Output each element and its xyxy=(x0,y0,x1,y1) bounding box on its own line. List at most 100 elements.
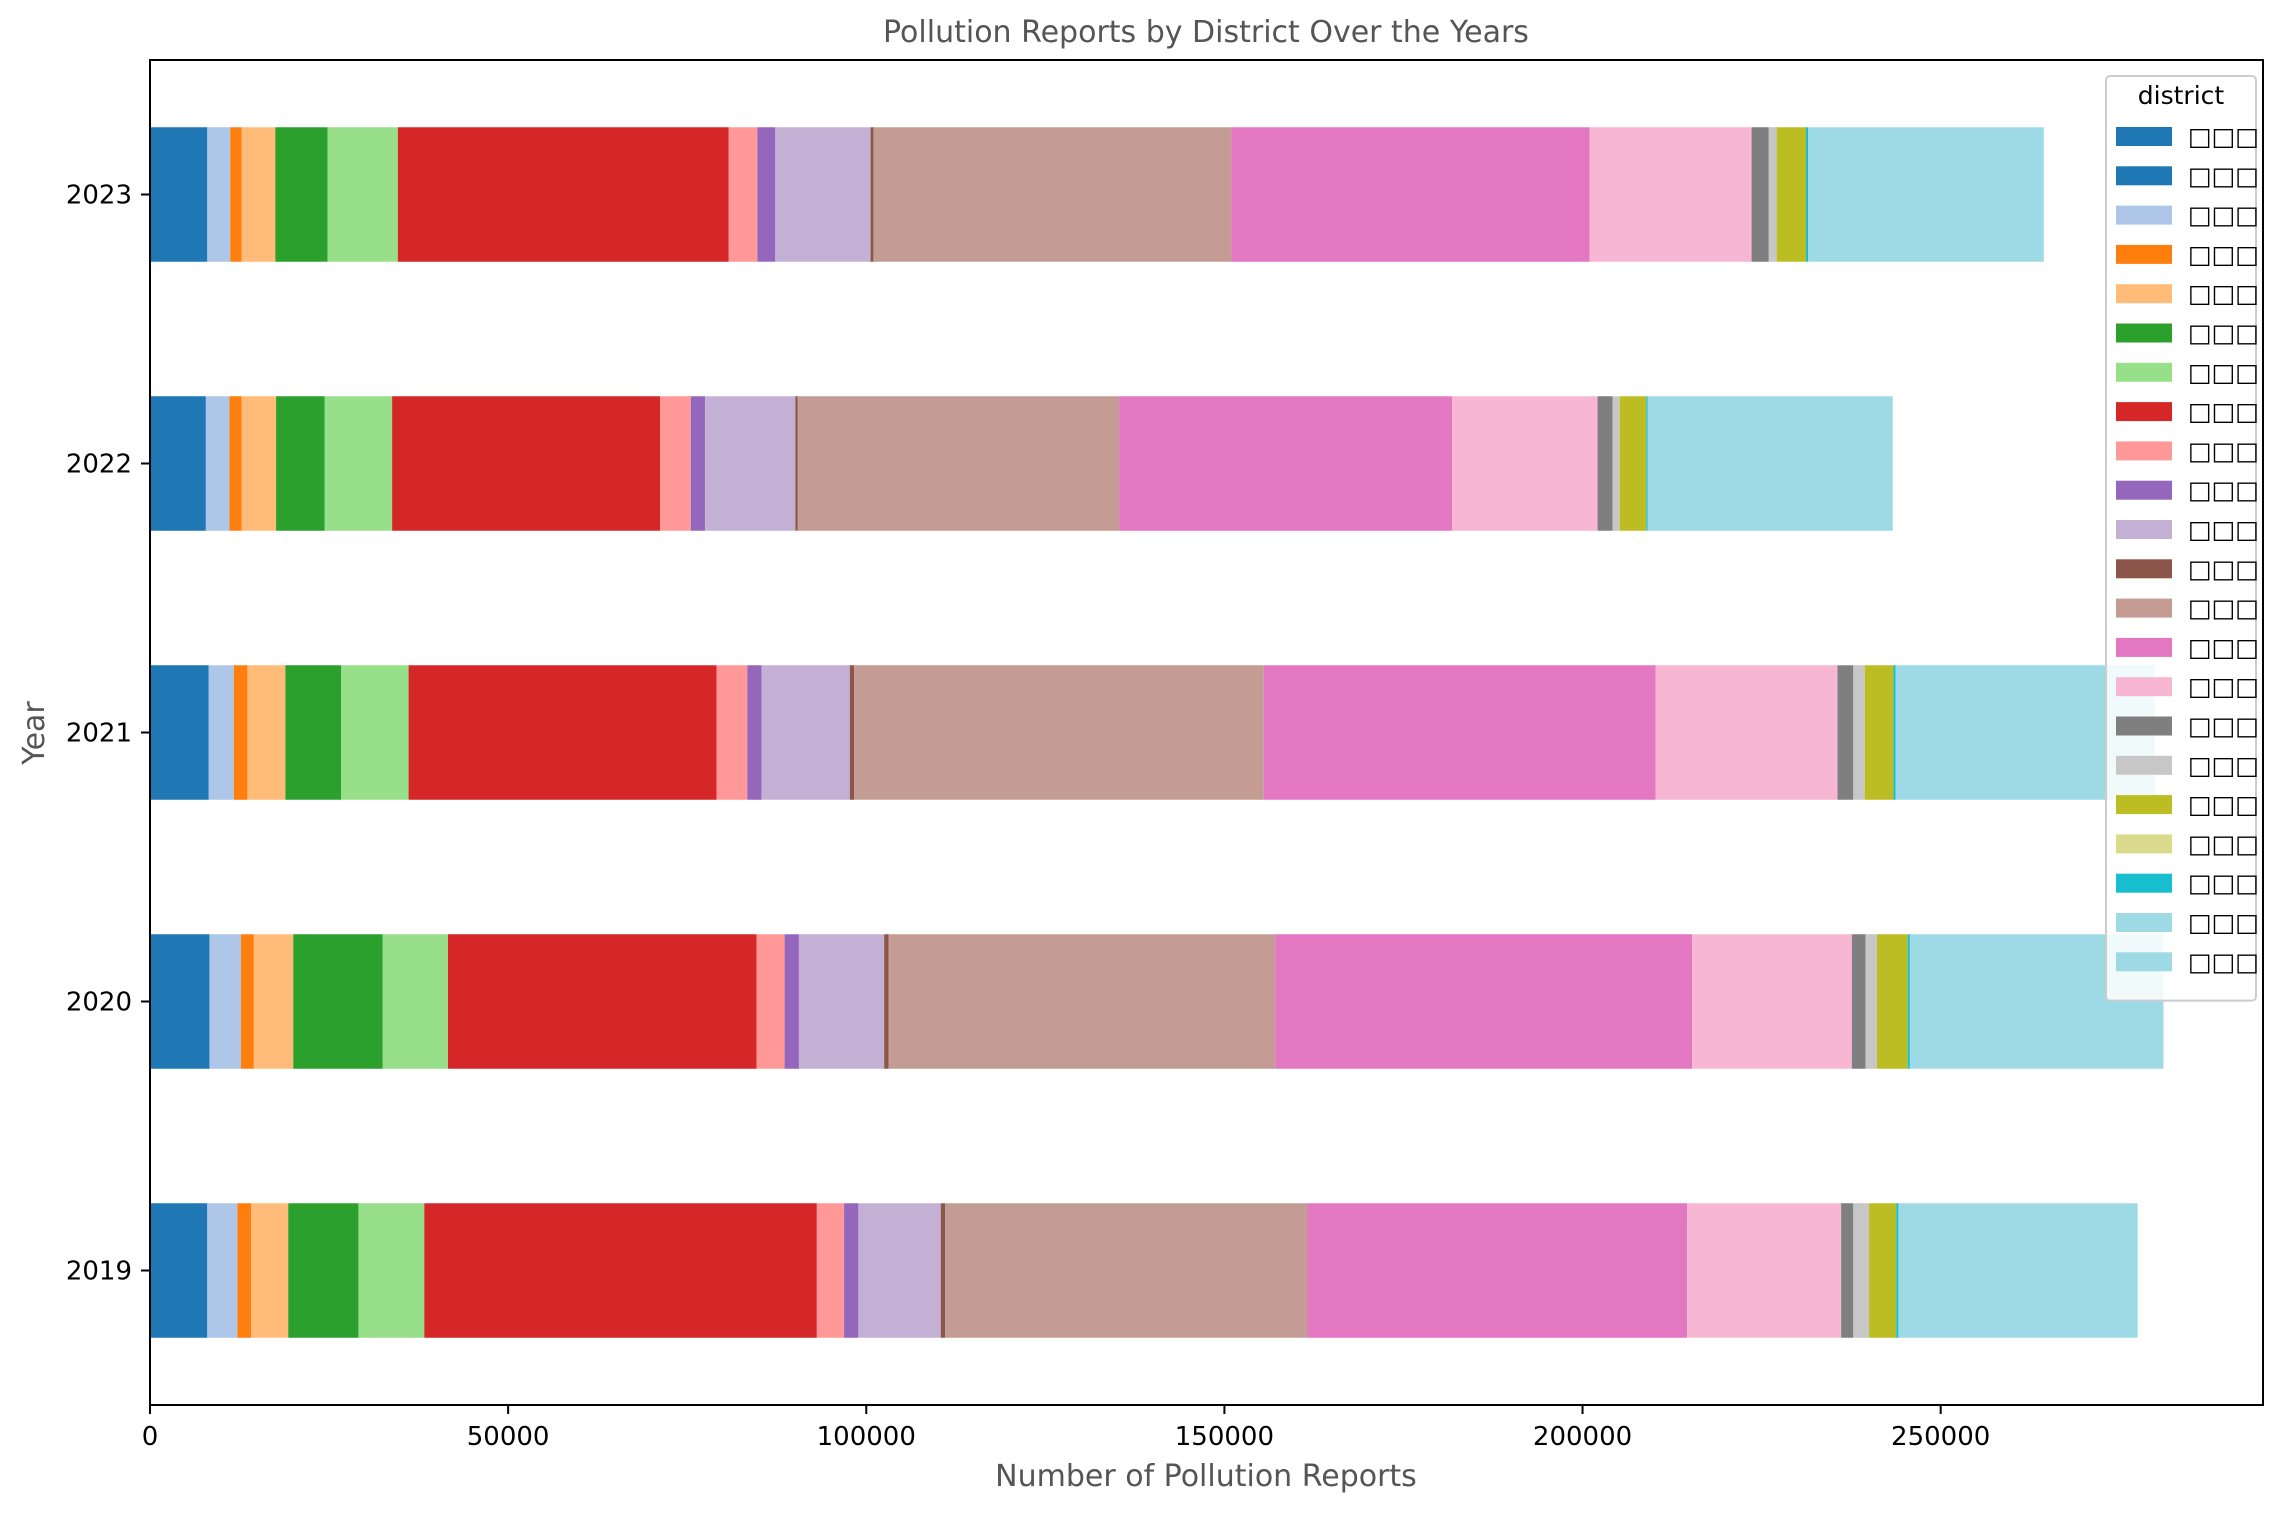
bar-segment xyxy=(150,396,206,531)
bar-segment xyxy=(775,127,871,262)
y-tick-label: 2022 xyxy=(66,450,132,480)
bar-segment xyxy=(757,127,776,262)
bar-segment xyxy=(241,396,277,531)
bar-segment xyxy=(288,1203,359,1338)
bar-segment xyxy=(1853,1203,1870,1338)
legend-swatch xyxy=(2116,598,2172,618)
bar-segment xyxy=(1589,127,1752,262)
bar-segment xyxy=(240,934,254,1069)
bar-segment xyxy=(1452,396,1598,531)
legend-entry-label: □□□ xyxy=(2188,122,2259,151)
bar-segment xyxy=(253,934,294,1069)
bar-segment xyxy=(940,1203,946,1338)
legend-entry-label: □□□ xyxy=(2188,672,2259,701)
legend-swatch xyxy=(2116,637,2172,657)
legend-swatch xyxy=(2116,559,2172,579)
legend-entry-label: □□□ xyxy=(2188,594,2259,623)
legend-swatch xyxy=(2116,362,2172,382)
x-tick-label: 250000 xyxy=(1891,1422,1990,1452)
x-tick-label: 100000 xyxy=(817,1422,916,1452)
legend-swatch xyxy=(2116,402,2172,422)
bar-segment xyxy=(1231,127,1590,262)
bar-segment xyxy=(795,396,798,531)
x-axis: 0 50000 100000 150000 200000 250000 xyxy=(142,1405,1990,1452)
legend-entry-label: □□□ xyxy=(2188,476,2259,505)
bar-segment xyxy=(382,934,448,1069)
bar-segment xyxy=(705,396,796,531)
bar-segment xyxy=(207,127,231,262)
legend-swatch xyxy=(2116,323,2172,343)
legend-entry-label: □□□ xyxy=(2188,554,2259,583)
bar-segment xyxy=(784,934,799,1069)
legend-swatch xyxy=(2116,166,2172,186)
bar-segment xyxy=(150,127,208,262)
bar-segment xyxy=(1597,396,1613,531)
legend-entry-label: □□□ xyxy=(2188,908,2259,937)
x-tick-label: 0 xyxy=(142,1422,159,1452)
bar-segment xyxy=(1119,396,1453,531)
bar-segment xyxy=(1692,934,1852,1069)
legend-entry-label: □□□ xyxy=(2188,201,2259,230)
legend-swatch xyxy=(2116,480,2172,500)
bar-segment xyxy=(888,934,1276,1069)
x-axis-label: Number of Pollution Reports xyxy=(995,1459,1417,1494)
legend-swatch xyxy=(2116,244,2172,264)
bar-segment xyxy=(150,934,210,1069)
legend-entry-label: □□□ xyxy=(2188,869,2259,898)
bar-segment xyxy=(858,1203,941,1338)
bar-segment xyxy=(276,396,325,531)
bar-segment xyxy=(870,127,874,262)
legend-entry-label: □□□ xyxy=(2188,947,2259,976)
bar-segment xyxy=(209,934,241,1069)
bars-layer xyxy=(150,127,2164,1338)
legend-swatch xyxy=(2116,913,2172,932)
bar-segment xyxy=(1687,1203,1842,1338)
x-tick-label: 150000 xyxy=(1175,1422,1274,1452)
bar-segment xyxy=(1275,934,1693,1069)
legend-entry-label: □□□ xyxy=(2188,712,2259,741)
bar-segment xyxy=(324,396,393,531)
bar-segment xyxy=(241,127,276,262)
bar-segment xyxy=(1893,665,1896,800)
bar-segment xyxy=(1646,396,1648,531)
legend-swatch xyxy=(2116,755,2172,775)
bar-segment xyxy=(285,665,342,800)
bar-segment xyxy=(207,1203,238,1338)
bar-segment xyxy=(1907,934,1910,1069)
bar-segment xyxy=(1806,127,1809,262)
legend: district □□□ □□□ □□□ □□□ □□□ □□□ □□□ □□□ □□□ □□□ □□… xyxy=(2105,75,2259,1002)
bar-segment xyxy=(358,1203,425,1338)
bar-segment xyxy=(150,1203,208,1338)
bar-segment xyxy=(690,396,706,531)
bar-segment xyxy=(797,396,1120,531)
legend-swatch xyxy=(2116,795,2172,815)
bar-segment xyxy=(275,127,328,262)
chart-title: Pollution Reports by District Over the Y… xyxy=(883,15,1529,50)
legend-swatch xyxy=(2116,716,2172,736)
bar-segment xyxy=(728,127,758,262)
bar-segment xyxy=(237,1203,251,1338)
bar-segment xyxy=(1612,396,1620,531)
bar-segment xyxy=(1307,1203,1688,1338)
bar-segment xyxy=(816,1203,845,1338)
bar-segment xyxy=(1851,934,1866,1069)
legend-entry-label: □□□ xyxy=(2188,161,2259,190)
bar-segment xyxy=(1751,127,1769,262)
bar-segment xyxy=(1837,665,1854,800)
legend-entry-label: □□□ xyxy=(2188,358,2259,387)
bar-segment xyxy=(150,665,209,800)
bar-segment xyxy=(1776,127,1807,262)
legend-swatch xyxy=(2116,873,2172,893)
bar-segment xyxy=(1768,127,1777,262)
legend-entry-label: □□□ xyxy=(2188,436,2259,465)
bar-segment xyxy=(327,127,398,262)
bar-segment xyxy=(1853,665,1865,800)
legend-swatch xyxy=(2116,834,2172,854)
bar-segment xyxy=(408,665,717,800)
legend-entry-label: □□□ xyxy=(2188,397,2259,426)
bar-segment xyxy=(659,396,691,531)
bar-segment xyxy=(293,934,383,1069)
legend-swatch xyxy=(2116,677,2172,697)
bar-segment xyxy=(716,665,748,800)
legend-swatch xyxy=(2116,952,2172,972)
